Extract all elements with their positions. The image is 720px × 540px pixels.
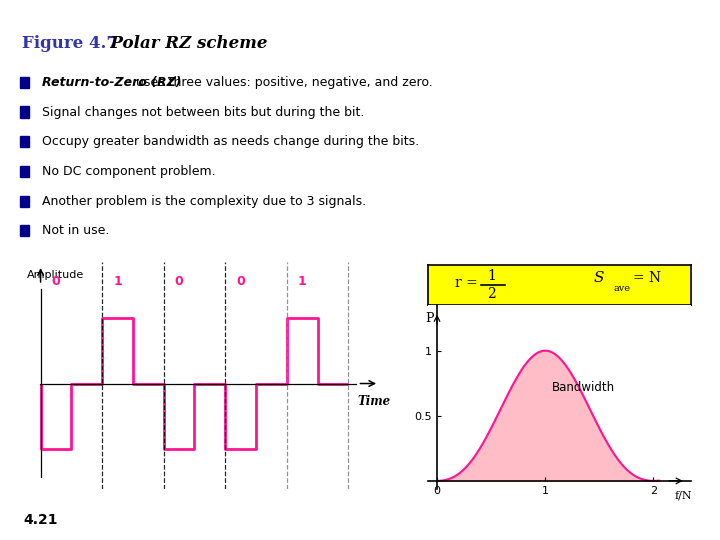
- Text: ave: ave: [613, 284, 631, 293]
- Bar: [20, 136, 29, 147]
- Text: Time: Time: [358, 395, 391, 408]
- Text: = N: = N: [634, 271, 662, 285]
- Text: Figure 4.7: Figure 4.7: [22, 36, 117, 52]
- Text: Occupy greater bandwidth as needs change during the bits.: Occupy greater bandwidth as needs change…: [42, 135, 419, 148]
- Text: r =: r =: [455, 276, 477, 290]
- Bar: [20, 106, 29, 118]
- Text: Bandwidth: Bandwidth: [552, 381, 615, 394]
- Text: 2: 2: [487, 287, 496, 301]
- Text: Signal changes not between bits but during the bit.: Signal changes not between bits but duri…: [42, 105, 364, 119]
- Text: Return-to-Zero (RZ): Return-to-Zero (RZ): [42, 76, 181, 89]
- Text: 0: 0: [175, 275, 184, 288]
- Text: 0: 0: [236, 275, 245, 288]
- Text: 4.21: 4.21: [23, 513, 58, 526]
- Text: Amplitude: Amplitude: [27, 270, 84, 280]
- Text: 0: 0: [52, 275, 60, 288]
- Text: No DC component problem.: No DC component problem.: [42, 165, 215, 178]
- Bar: [20, 166, 29, 177]
- Text: Not in use.: Not in use.: [42, 224, 109, 238]
- Text: uses three values: positive, negative, and zero.: uses three values: positive, negative, a…: [132, 76, 433, 89]
- Bar: [20, 195, 29, 207]
- Bar: [20, 77, 29, 88]
- Text: S: S: [594, 271, 605, 285]
- Text: Another problem is the complexity due to 3 signals.: Another problem is the complexity due to…: [42, 194, 366, 208]
- Text: f/N: f/N: [675, 490, 693, 500]
- Text: 1: 1: [113, 275, 122, 288]
- Text: 1: 1: [298, 275, 307, 288]
- Bar: [20, 225, 29, 237]
- Text: P: P: [426, 312, 433, 325]
- Text: 1: 1: [487, 269, 496, 283]
- Text: Polar RZ scheme: Polar RZ scheme: [99, 36, 268, 52]
